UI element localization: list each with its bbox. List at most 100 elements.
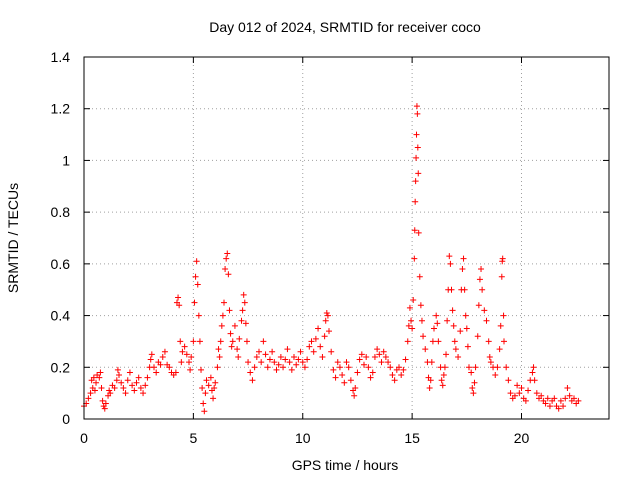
data-point: [468, 369, 475, 376]
data-point: [555, 405, 562, 412]
data-point: [122, 390, 129, 397]
data-point: [398, 372, 405, 379]
data-point: [98, 384, 105, 391]
data-point: [295, 356, 302, 363]
x-tick-label: 5: [189, 430, 197, 446]
y-tick-label: 1.4: [51, 49, 71, 65]
data-point: [487, 359, 494, 366]
data-point: [531, 377, 538, 384]
data-point: [201, 408, 208, 415]
data-point: [412, 178, 419, 185]
data-point: [113, 377, 120, 384]
data-point: [228, 343, 235, 350]
data-point: [195, 312, 202, 319]
data-point: [280, 364, 287, 371]
data-point: [93, 379, 100, 386]
data-point: [322, 317, 329, 324]
data-point: [422, 346, 429, 353]
data-point: [321, 333, 328, 340]
data-point: [334, 359, 341, 366]
data-point: [449, 307, 456, 314]
axis-ticks: 0 5 10 15 20 0 0.2 0.4 0.6 0.8 1 1.2 1.4: [51, 49, 609, 446]
data-point: [474, 333, 481, 340]
data-point: [231, 322, 238, 329]
data-point: [429, 338, 436, 345]
data-point: [87, 390, 94, 397]
data-point: [198, 366, 205, 373]
data-point: [229, 338, 236, 345]
data-point: [471, 379, 478, 386]
data-point: [319, 353, 326, 360]
data-point: [144, 374, 151, 381]
data-point: [369, 369, 376, 376]
data-point: [238, 317, 245, 324]
data-point: [326, 328, 332, 335]
data-point: [391, 377, 398, 384]
data-point: [332, 374, 339, 381]
data-point: [196, 338, 203, 345]
data-point: [275, 361, 282, 368]
data-point: [439, 382, 446, 389]
data-point: [363, 353, 370, 360]
data-point: [203, 377, 210, 384]
data-point: [361, 361, 367, 368]
data-point: [129, 382, 136, 389]
data-point: [151, 364, 157, 371]
data-point: [240, 291, 247, 298]
data-point: [483, 317, 490, 324]
data-point: [153, 369, 160, 376]
data-point: [140, 390, 147, 397]
data-point: [396, 364, 402, 371]
data-point: [374, 346, 381, 353]
data-point: [221, 299, 227, 306]
data-point: [405, 322, 412, 329]
data-point: [459, 266, 466, 273]
data-point: [481, 307, 488, 314]
data-point: [111, 384, 118, 391]
data-point: [205, 382, 212, 389]
data-point: [365, 364, 372, 371]
data-point: [177, 338, 184, 345]
data-point: [385, 359, 392, 366]
data-point: [273, 366, 280, 373]
data-point: [434, 320, 441, 327]
data-point: [137, 384, 144, 391]
data-point: [176, 302, 183, 309]
data-point: [464, 343, 471, 350]
data-point: [126, 369, 133, 376]
data-point: [262, 351, 269, 358]
data-point: [188, 353, 195, 360]
data-point: [415, 170, 422, 177]
data-point: [258, 359, 265, 366]
data-point: [215, 346, 222, 353]
data-point: [507, 390, 514, 397]
x-tick-label: 20: [514, 430, 530, 446]
data-point: [409, 325, 416, 332]
data-point: [181, 343, 188, 350]
data-point: [97, 369, 104, 376]
data-point: [371, 353, 378, 360]
data-point: [518, 384, 525, 391]
data-point: [382, 353, 389, 360]
data-point: [461, 286, 468, 293]
data-point: [343, 359, 350, 366]
data-point: [466, 364, 472, 371]
data-point: [207, 374, 214, 381]
data-point: [249, 377, 256, 384]
data-point: [297, 348, 304, 355]
data-point: [200, 400, 207, 407]
data-point: [336, 364, 343, 371]
y-tick-label: 0.6: [51, 256, 71, 272]
data-point: [496, 346, 503, 353]
data-point: [380, 348, 387, 355]
data-point: [260, 338, 267, 345]
data-point: [501, 338, 507, 345]
data-point: [306, 343, 313, 350]
data-point: [224, 250, 231, 257]
data-point: [530, 364, 537, 371]
data-point: [157, 361, 164, 368]
data-point: [247, 369, 254, 376]
data-point: [413, 131, 420, 138]
data-point: [101, 405, 108, 412]
